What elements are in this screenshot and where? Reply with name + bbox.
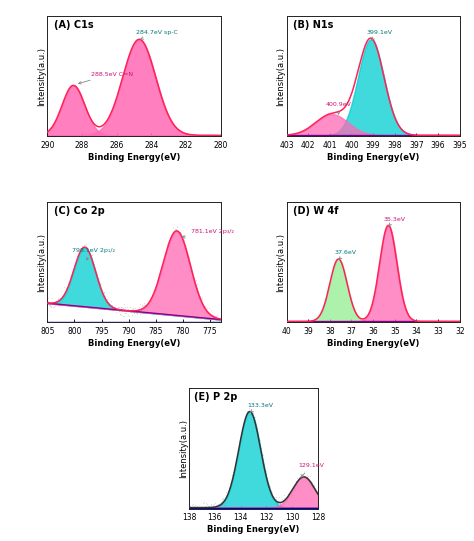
X-axis label: Binding Energy(eV): Binding Energy(eV) xyxy=(327,153,419,162)
Y-axis label: Intensity(a.u.): Intensity(a.u.) xyxy=(37,233,46,292)
Text: (E) P 2p: (E) P 2p xyxy=(194,392,237,402)
Text: 284.7eV sp-C: 284.7eV sp-C xyxy=(136,30,178,39)
Y-axis label: Intensity(a.u.): Intensity(a.u.) xyxy=(276,233,285,292)
Text: 400.9eV: 400.9eV xyxy=(326,102,351,114)
Text: 288.5eV C=N: 288.5eV C=N xyxy=(79,72,133,84)
Y-axis label: Intensity(a.u.): Intensity(a.u.) xyxy=(179,419,188,478)
Text: (C) Co 2p: (C) Co 2p xyxy=(55,206,105,216)
X-axis label: Binding Energy(eV): Binding Energy(eV) xyxy=(88,339,180,348)
X-axis label: Binding Energy(eV): Binding Energy(eV) xyxy=(327,339,419,348)
Text: 129.1eV: 129.1eV xyxy=(299,463,325,477)
Text: (B) N1s: (B) N1s xyxy=(293,20,334,30)
Text: 37.6eV: 37.6eV xyxy=(334,250,356,259)
Text: 35.3eV: 35.3eV xyxy=(384,216,406,226)
Text: (D) W 4f: (D) W 4f xyxy=(293,206,339,216)
Text: (A) C1s: (A) C1s xyxy=(55,20,94,30)
X-axis label: Binding Energy(eV): Binding Energy(eV) xyxy=(88,153,180,162)
Text: 798.1eV 2p₁/₂: 798.1eV 2p₁/₂ xyxy=(72,248,115,260)
Y-axis label: Intensity(a.u.): Intensity(a.u.) xyxy=(37,47,46,106)
Y-axis label: Intensity(a.u.): Intensity(a.u.) xyxy=(276,47,285,106)
Text: 399.1eV: 399.1eV xyxy=(367,30,392,40)
X-axis label: Binding Energy(eV): Binding Energy(eV) xyxy=(208,525,300,534)
Text: 781.1eV 2p₃/₂: 781.1eV 2p₃/₂ xyxy=(182,229,234,238)
Text: 133.3eV: 133.3eV xyxy=(247,403,273,412)
